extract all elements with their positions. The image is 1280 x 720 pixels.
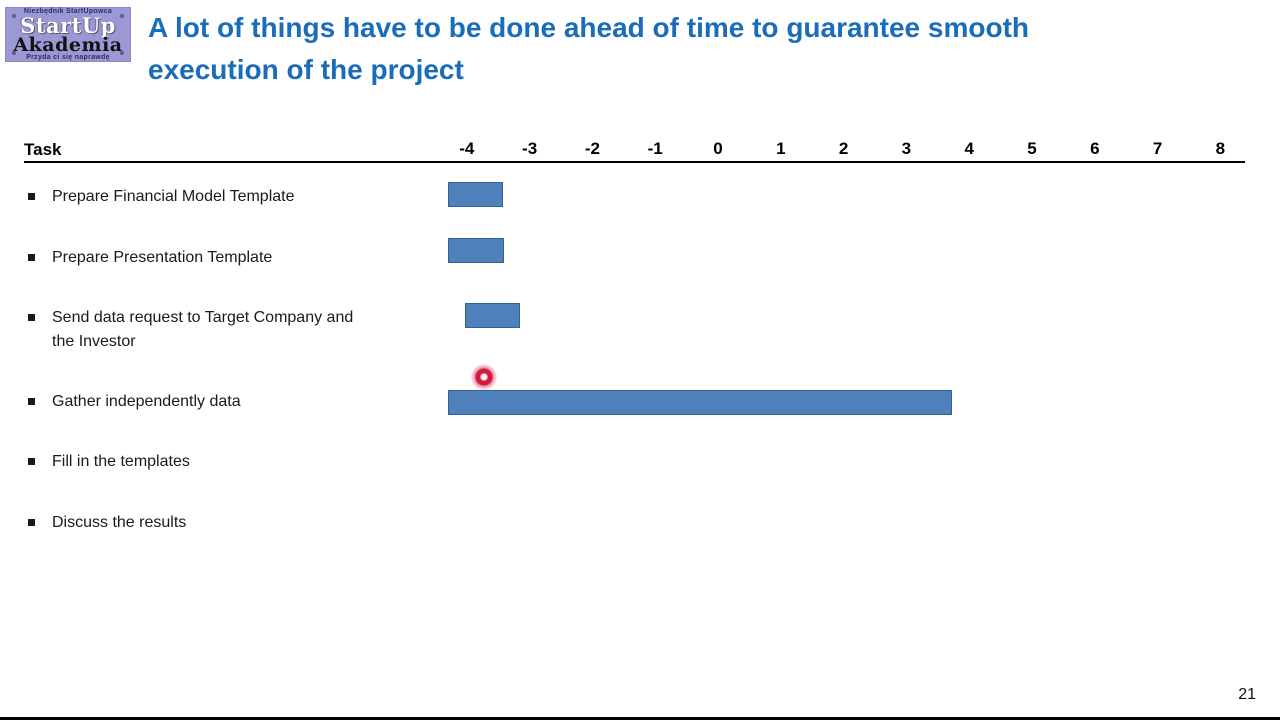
axis-tick-label: 8: [1215, 139, 1226, 158]
page-number: 21: [1238, 686, 1256, 703]
logo-name-line1: StartUp: [20, 12, 116, 38]
axis-tick-label: -2: [584, 139, 600, 158]
axis-tick-label: 0: [713, 139, 723, 158]
task-label: Fill in the templates: [52, 453, 190, 470]
axis-tick-label: 1: [776, 139, 786, 158]
axis-tick-label: 3: [901, 139, 912, 158]
axis-tick-label: 2: [838, 139, 849, 158]
laser-pointer-dot: [471, 364, 497, 390]
gantt-bar: [464, 303, 521, 328]
logo-tagline-bottom: Przyda ci się naprawdę: [26, 53, 110, 61]
axis-tick-label: 5: [1027, 139, 1037, 158]
task-bullet: [28, 314, 35, 321]
logo-corner-dot: [12, 14, 16, 18]
task-label: Gather independently data: [52, 393, 241, 410]
bottom-edge-bar: [0, 717, 1280, 720]
slide-title: A lot of things have to be done ahead of…: [148, 7, 1208, 91]
gantt-bar: [447, 182, 504, 207]
logo-corner-dot: [120, 51, 124, 55]
startup-akademia-logo: Niezbędnik StartUpowca StartUp Akademia …: [5, 7, 131, 62]
task-label: Send data request to Target Company and …: [52, 309, 354, 350]
axis-tick-label: -4: [459, 139, 475, 158]
gantt-bar: [447, 390, 953, 415]
task-label: Prepare Presentation Template: [52, 249, 273, 266]
axis-tick-label: 6: [1090, 139, 1100, 158]
task-bullet: [28, 254, 35, 261]
task-label: Discuss the results: [52, 514, 187, 531]
logo-corner-dot: [12, 51, 16, 55]
task-bullet: [28, 458, 35, 465]
logo-corner-dot: [120, 14, 124, 18]
header-rule: [24, 161, 1245, 163]
logo-name-line2: Akademia: [13, 33, 123, 56]
gantt-bar: [447, 238, 505, 263]
logo-tagline-top: Niezbędnik StartUpowca: [23, 7, 113, 15]
task-bullet: [28, 398, 35, 405]
axis-tick-label: 7: [1152, 139, 1163, 158]
axis-tick-label: 4: [964, 139, 974, 158]
axis-tick-label: -3: [522, 139, 538, 158]
task-bullet: [28, 519, 35, 526]
slide-title-line-1: A lot of things have to be done ahead of…: [148, 12, 1030, 43]
task-column-header: Task: [24, 140, 62, 159]
task-label: Prepare Financial Model Template: [52, 188, 295, 205]
axis-tick-label: -1: [647, 139, 663, 158]
task-bullet: [28, 193, 35, 200]
slide-title-line-2: execution of the project: [148, 54, 464, 85]
